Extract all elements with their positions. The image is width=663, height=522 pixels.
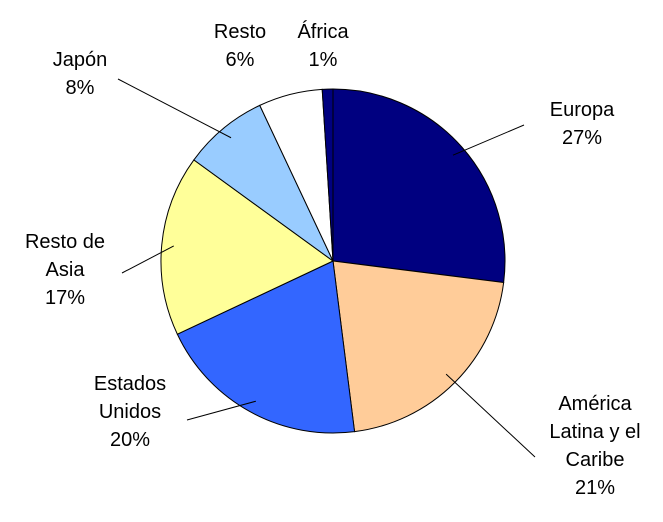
slice-label: África 1% [283,18,363,74]
slice-label: Resto 6% [200,18,280,74]
pie-slice [160,159,334,335]
value-label: 6% [225,49,255,71]
value-label: 20% [109,429,151,451]
slice-label: América Latina y el Caribe 21% [530,390,660,502]
pie-slice [176,260,356,434]
category-label: África [297,21,349,43]
slice-label: Resto de Asia 17% [5,228,125,312]
category-label: Japón [52,49,108,71]
pie-slice [321,88,334,262]
category-label: Resto de Asia [24,231,106,281]
pie-slice [332,260,505,433]
category-label: Resto [213,21,267,43]
value-label: 1% [308,49,338,71]
category-label: América Latina y el Caribe [549,393,641,471]
leader-line [452,124,525,156]
pie-slice [332,88,506,284]
category-label: Europa [549,99,615,121]
leader-line [117,78,232,139]
slice-label: Europa 27% [532,96,632,152]
slice-label: Estados Unidos 20% [70,370,190,454]
value-label: 17% [44,287,86,309]
category-label: Estados Unidos [93,373,167,423]
value-label: 8% [65,77,95,99]
leader-line [186,400,257,421]
slice-label: Japón 8% [30,46,130,102]
leader-line [121,245,174,274]
value-label: 21% [574,477,616,499]
value-label: 27% [561,127,603,149]
leader-line [445,373,536,458]
